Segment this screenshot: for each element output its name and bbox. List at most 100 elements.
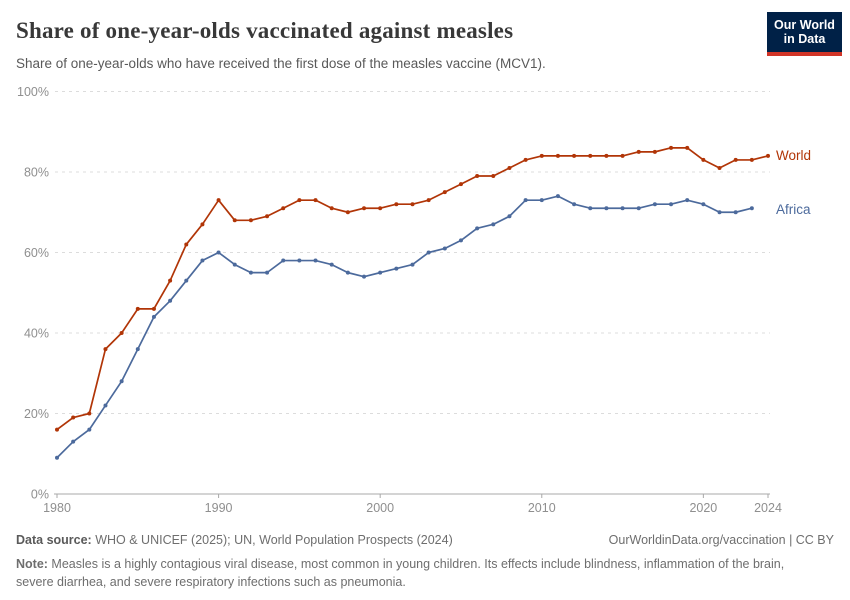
page-title: Share of one-year-olds vaccinated agains… xyxy=(16,18,514,43)
world-point-1980 xyxy=(55,427,59,432)
world-point-2012 xyxy=(572,153,577,158)
y-axis-label-20: 20% xyxy=(24,407,49,421)
world-point-2001 xyxy=(394,202,399,207)
africa-point-1995 xyxy=(297,258,302,263)
africa-point-2020 xyxy=(701,202,706,207)
world-point-2011 xyxy=(555,153,560,158)
owid-logo-line2: in Data xyxy=(783,32,826,46)
africa-point-1997 xyxy=(329,262,334,267)
africa-point-2004 xyxy=(442,246,447,251)
world-point-1987 xyxy=(168,278,173,283)
y-axis-label-0: 0% xyxy=(31,488,49,502)
world-point-2017 xyxy=(652,149,657,154)
africa-point-1980 xyxy=(55,455,59,460)
world-point-2015 xyxy=(620,153,625,158)
world-point-2022 xyxy=(733,157,738,162)
africa-point-2008 xyxy=(507,214,512,219)
world-point-1998 xyxy=(345,210,350,215)
africa-point-1999 xyxy=(362,274,367,279)
world-point-2008 xyxy=(507,165,512,170)
world-point-2018 xyxy=(669,145,674,150)
africa-point-2019 xyxy=(685,198,690,203)
africa-point-2018 xyxy=(669,202,674,207)
world-point-1990 xyxy=(216,198,221,203)
world-point-2005 xyxy=(458,182,463,187)
world-point-1993 xyxy=(265,214,270,219)
owid-logo: Our World in Data xyxy=(767,12,842,56)
series-label-world[interactable]: World xyxy=(776,148,812,163)
world-point-2024 xyxy=(766,153,770,158)
africa-point-1984 xyxy=(119,379,124,384)
world-point-1995 xyxy=(297,198,302,203)
africa-line xyxy=(56,195,753,459)
world-point-2016 xyxy=(636,149,641,154)
africa-point-1981 xyxy=(71,439,76,444)
world-point-2020 xyxy=(701,157,706,162)
africa-point-1986 xyxy=(151,314,156,319)
data-source-text: Data source: WHO & UNICEF (2025); UN, Wo… xyxy=(16,533,453,547)
africa-point-1985 xyxy=(135,347,140,352)
africa-point-2013 xyxy=(588,206,593,211)
world-point-1981 xyxy=(71,415,76,420)
world-point-1994 xyxy=(281,206,286,211)
series-label-africa[interactable]: Africa xyxy=(776,202,811,217)
world-point-2014 xyxy=(604,153,609,158)
world-point-1989 xyxy=(200,222,205,227)
africa-point-2002 xyxy=(410,262,415,267)
world-point-2010 xyxy=(539,153,544,158)
africa-point-2016 xyxy=(636,206,641,211)
world-point-1988 xyxy=(184,242,189,247)
world-point-1985 xyxy=(135,306,140,311)
world-point-1984 xyxy=(119,331,124,335)
africa-point-2009 xyxy=(523,198,528,203)
world-point-1999 xyxy=(362,206,367,211)
chart-subtitle: Share of one-year-olds who have received… xyxy=(16,56,546,71)
africa-point-1990 xyxy=(216,250,221,255)
africa-point-2023 xyxy=(749,206,754,211)
africa-point-1982 xyxy=(87,427,92,432)
africa-point-2005 xyxy=(458,238,463,243)
africa-point-1991 xyxy=(232,262,237,267)
africa-point-1996 xyxy=(313,258,318,263)
y-axis-label-100: 100% xyxy=(17,85,49,99)
africa-point-1988 xyxy=(184,278,189,283)
africa-point-2010 xyxy=(539,198,544,203)
africa-point-2001 xyxy=(394,266,399,271)
world-point-2019 xyxy=(685,145,690,150)
world-point-1982 xyxy=(87,411,92,416)
world-point-2006 xyxy=(475,174,480,179)
world-point-2002 xyxy=(410,202,415,207)
world-point-1997 xyxy=(329,206,334,211)
footer-note: Note: Measles is a highly contagious vir… xyxy=(16,557,785,590)
x-axis-label-2020: 2020 xyxy=(689,501,717,515)
world-point-1991 xyxy=(232,218,237,223)
world-point-1992 xyxy=(248,218,253,223)
world-point-2009 xyxy=(523,157,528,162)
world-point-1983 xyxy=(103,347,108,352)
owid-vaccination-link[interactable]: OurWorldinData.org/vaccination | CC BY xyxy=(608,533,834,547)
world-point-2013 xyxy=(588,153,593,158)
africa-point-2022 xyxy=(733,210,738,215)
world-point-2023 xyxy=(749,157,754,162)
world-point-2000 xyxy=(378,206,383,211)
africa-point-1993 xyxy=(265,270,270,275)
note-label: Note: xyxy=(16,557,48,571)
africa-point-2015 xyxy=(620,206,625,211)
footer-source-row: Data source: WHO & UNICEF (2025); UN, Wo… xyxy=(16,533,834,547)
y-axis-label-40: 40% xyxy=(24,327,49,341)
world-point-2021 xyxy=(717,165,722,170)
world-point-2003 xyxy=(426,198,431,203)
y-axis-label-60: 60% xyxy=(24,246,49,260)
africa-point-2000 xyxy=(378,270,383,275)
africa-point-2007 xyxy=(491,222,496,227)
africa-point-1983 xyxy=(103,403,108,408)
africa-point-2017 xyxy=(652,202,657,207)
x-axis-label-2000: 2000 xyxy=(366,501,394,515)
world-point-1996 xyxy=(313,198,318,203)
x-axis-label-1990: 1990 xyxy=(205,501,233,515)
x-axis-label-2024: 2024 xyxy=(754,501,782,515)
owid-logo-line1: Our World xyxy=(774,17,835,32)
africa-point-1994 xyxy=(281,258,286,263)
africa-point-1987 xyxy=(168,298,173,303)
